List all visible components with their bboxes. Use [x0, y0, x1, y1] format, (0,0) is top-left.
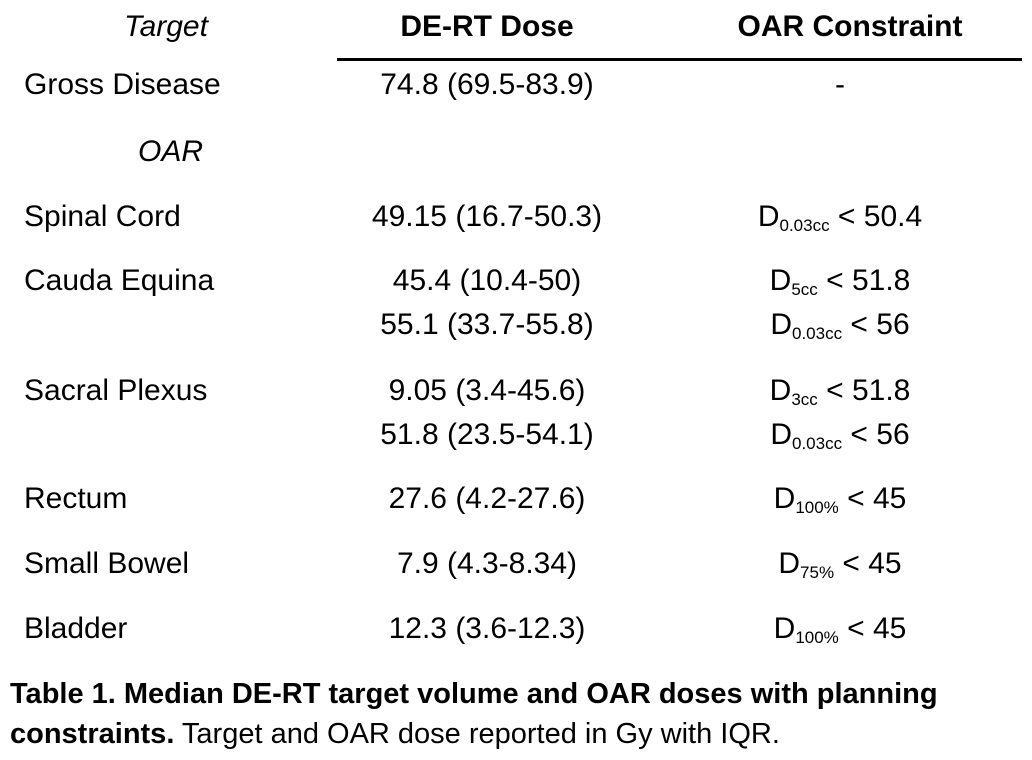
- header-target: Target: [124, 10, 208, 43]
- constraint-value: D3cc < 51.8: [769, 374, 911, 409]
- row-label: Spinal Cord: [24, 200, 181, 233]
- dose-value: 27.6 (4.2-27.6): [388, 482, 586, 515]
- section-label-oar: OAR: [138, 135, 204, 168]
- constraint-value: D100% < 45: [773, 612, 907, 647]
- constraint-value: D0.03cc < 56: [770, 308, 910, 343]
- constraint-value: D5cc < 51.8: [769, 264, 911, 299]
- constraint-value: D0.03cc < 50.4: [757, 200, 923, 235]
- constraint-value: D75% < 45: [778, 547, 902, 582]
- header-rule: [337, 58, 1022, 61]
- row-label: Sacral Plexus: [24, 374, 208, 407]
- constraint-value: D0.03cc < 56: [770, 418, 910, 453]
- dose-value: 7.9 (4.3-8.34): [396, 547, 578, 580]
- row-label: Bladder: [24, 612, 128, 645]
- table-caption: Table 1. Median DE-RT target volume and …: [10, 674, 1025, 754]
- row-label: Small Bowel: [24, 547, 190, 580]
- caption-text: Target and OAR dose reported in Gy with …: [174, 718, 780, 750]
- constraint-value: D100% < 45: [773, 482, 907, 517]
- header-dose: DE-RT Dose: [400, 10, 574, 43]
- constraint-value: -: [835, 68, 845, 101]
- dose-value: 9.05 (3.4-45.6): [388, 374, 586, 407]
- row-label: Rectum: [24, 482, 128, 515]
- dose-value: 51.8 (23.5-54.1): [380, 418, 594, 451]
- header-constraint: OAR Constraint: [737, 10, 963, 43]
- dose-value: 74.8 (69.5-83.9): [380, 68, 594, 101]
- row-label: Cauda Equina: [24, 264, 215, 297]
- dose-value: 55.1 (33.7-55.8): [380, 308, 594, 341]
- dose-value: 12.3 (3.6-12.3): [388, 612, 586, 645]
- dose-value: 49.15 (16.7-50.3): [371, 200, 603, 233]
- row-label: Gross Disease: [24, 68, 221, 101]
- caption-bold: Table 1. Median DE-RT target volume and …: [10, 678, 938, 750]
- dose-value: 45.4 (10.4-50): [392, 264, 582, 297]
